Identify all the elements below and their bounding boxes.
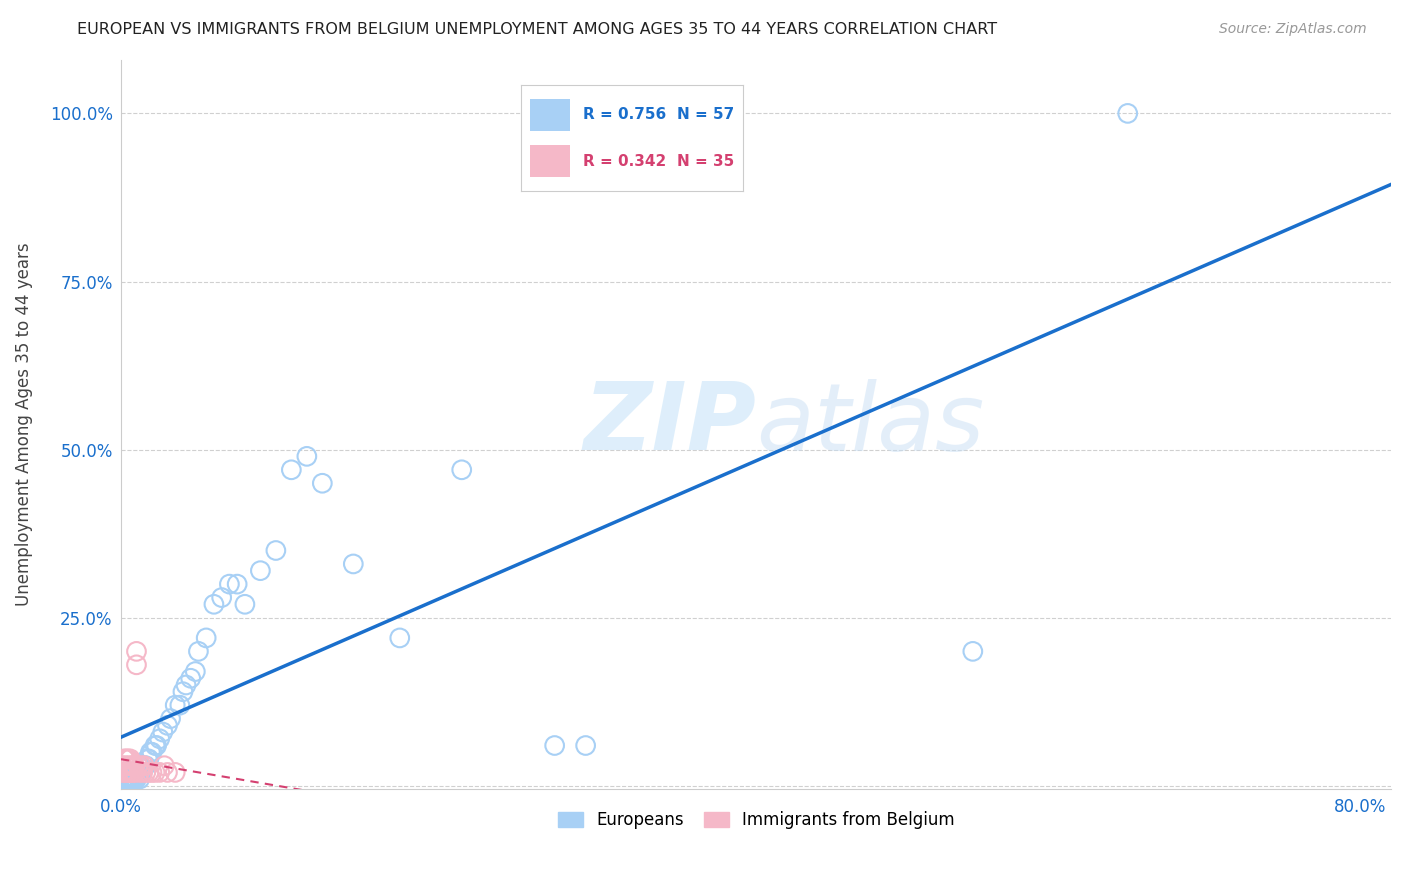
Point bbox=[112, 765, 135, 780]
Point bbox=[120, 765, 142, 780]
Point bbox=[388, 631, 411, 645]
Point bbox=[156, 765, 179, 780]
Point bbox=[114, 752, 136, 766]
Point bbox=[115, 772, 138, 786]
Point bbox=[139, 745, 162, 759]
Point bbox=[114, 758, 136, 772]
Point bbox=[195, 631, 218, 645]
Point bbox=[141, 745, 163, 759]
Point bbox=[118, 765, 141, 780]
Point bbox=[114, 765, 136, 780]
Point bbox=[129, 758, 152, 772]
Legend: Europeans, Immigrants from Belgium: Europeans, Immigrants from Belgium bbox=[551, 805, 962, 836]
Point bbox=[149, 731, 172, 746]
Point bbox=[125, 657, 148, 672]
Point bbox=[118, 752, 141, 766]
Point bbox=[172, 684, 194, 698]
Point bbox=[264, 543, 287, 558]
Point bbox=[111, 758, 134, 772]
Point bbox=[118, 758, 141, 772]
Point bbox=[280, 463, 302, 477]
Point bbox=[111, 765, 134, 780]
Point bbox=[233, 597, 256, 611]
Point bbox=[187, 644, 209, 658]
Point bbox=[121, 765, 143, 780]
Point bbox=[962, 644, 984, 658]
Point bbox=[114, 772, 136, 786]
Point bbox=[211, 591, 233, 605]
Point bbox=[125, 772, 148, 786]
Point bbox=[149, 765, 172, 780]
Point bbox=[450, 463, 472, 477]
Point bbox=[226, 577, 249, 591]
Text: ZIP: ZIP bbox=[583, 378, 756, 470]
Point bbox=[543, 739, 565, 753]
Text: EUROPEAN VS IMMIGRANTS FROM BELGIUM UNEMPLOYMENT AMONG AGES 35 TO 44 YEARS CORRE: EUROPEAN VS IMMIGRANTS FROM BELGIUM UNEM… bbox=[77, 22, 997, 37]
Point bbox=[135, 758, 157, 772]
Point bbox=[127, 758, 149, 772]
Point bbox=[128, 765, 150, 780]
Point bbox=[143, 765, 166, 780]
Point bbox=[125, 765, 148, 780]
Point bbox=[156, 718, 179, 732]
Point bbox=[249, 564, 271, 578]
Point bbox=[118, 765, 141, 780]
Point bbox=[1116, 106, 1139, 120]
Point bbox=[115, 765, 138, 780]
Point bbox=[120, 772, 142, 786]
Point bbox=[141, 765, 163, 780]
Point bbox=[169, 698, 191, 713]
Point bbox=[159, 712, 181, 726]
Point bbox=[136, 752, 159, 766]
Point bbox=[125, 644, 148, 658]
Point bbox=[111, 772, 134, 786]
Point bbox=[202, 597, 225, 611]
Point bbox=[121, 772, 143, 786]
Point bbox=[165, 765, 187, 780]
Point bbox=[118, 772, 141, 786]
Point bbox=[138, 752, 160, 766]
Point bbox=[115, 765, 138, 780]
Point bbox=[218, 577, 240, 591]
Point bbox=[165, 698, 187, 713]
Point bbox=[112, 772, 135, 786]
Point bbox=[124, 758, 146, 772]
Point bbox=[122, 765, 145, 780]
Text: atlas: atlas bbox=[756, 379, 984, 470]
Text: Source: ZipAtlas.com: Source: ZipAtlas.com bbox=[1219, 22, 1367, 37]
Point bbox=[153, 758, 176, 772]
Point bbox=[112, 765, 135, 780]
Point bbox=[120, 765, 142, 780]
Point bbox=[342, 557, 364, 571]
Point bbox=[129, 765, 152, 780]
Point bbox=[152, 725, 174, 739]
Point bbox=[127, 765, 149, 780]
Point bbox=[124, 765, 146, 780]
Point bbox=[311, 476, 333, 491]
Point bbox=[122, 758, 145, 772]
Point bbox=[122, 772, 145, 786]
Point bbox=[121, 765, 143, 780]
Point bbox=[134, 758, 156, 772]
Point bbox=[295, 450, 318, 464]
Point bbox=[121, 758, 143, 772]
Point bbox=[143, 739, 166, 753]
Point bbox=[115, 752, 138, 766]
Point bbox=[184, 665, 207, 679]
Point bbox=[112, 752, 135, 766]
Point bbox=[131, 765, 153, 780]
Point bbox=[135, 765, 157, 780]
Point bbox=[145, 739, 167, 753]
Point bbox=[138, 765, 160, 780]
Point bbox=[180, 671, 202, 685]
Point bbox=[120, 752, 142, 766]
Point bbox=[128, 772, 150, 786]
Point bbox=[114, 765, 136, 780]
Point bbox=[174, 678, 197, 692]
Point bbox=[134, 758, 156, 772]
Y-axis label: Unemployment Among Ages 35 to 44 years: Unemployment Among Ages 35 to 44 years bbox=[15, 243, 32, 607]
Point bbox=[575, 739, 598, 753]
Point bbox=[124, 772, 146, 786]
